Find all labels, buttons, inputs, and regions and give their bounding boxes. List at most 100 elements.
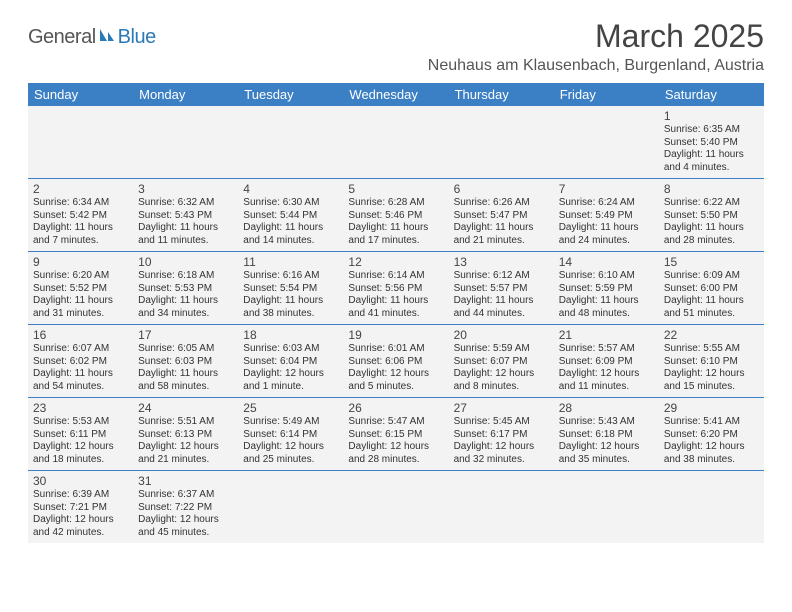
day-header: Tuesday	[238, 83, 343, 106]
calendar-day-cell: 31Sunrise: 6:37 AMSunset: 7:22 PMDayligh…	[133, 471, 238, 544]
sunset-text: Sunset: 6:10 PM	[664, 356, 759, 369]
sunset-text: Sunset: 6:15 PM	[348, 429, 443, 442]
sunset-text: Sunset: 6:02 PM	[33, 356, 128, 369]
calendar-day-cell	[659, 471, 764, 544]
sunrise-text: Sunrise: 5:47 AM	[348, 416, 443, 429]
daylight-text: and 15 minutes.	[664, 381, 759, 394]
daylight-text: and 58 minutes.	[138, 381, 233, 394]
calendar-day-cell: 6Sunrise: 6:26 AMSunset: 5:47 PMDaylight…	[449, 179, 554, 252]
day-number: 14	[559, 255, 654, 269]
daylight-text: and 7 minutes.	[33, 235, 128, 248]
calendar-day-cell: 29Sunrise: 5:41 AMSunset: 6:20 PMDayligh…	[659, 398, 764, 471]
day-number: 4	[243, 182, 338, 196]
daylight-text: Daylight: 12 hours	[454, 368, 549, 381]
sunrise-text: Sunrise: 6:18 AM	[138, 270, 233, 283]
daylight-text: Daylight: 11 hours	[33, 222, 128, 235]
day-number: 19	[348, 328, 443, 342]
daylight-text: Daylight: 12 hours	[348, 368, 443, 381]
daylight-text: and 1 minute.	[243, 381, 338, 394]
sunrise-text: Sunrise: 6:12 AM	[454, 270, 549, 283]
day-number: 27	[454, 401, 549, 415]
day-number: 17	[138, 328, 233, 342]
daylight-text: Daylight: 11 hours	[138, 368, 233, 381]
calendar-week-row: 2Sunrise: 6:34 AMSunset: 5:42 PMDaylight…	[28, 179, 764, 252]
daylight-text: and 31 minutes.	[33, 308, 128, 321]
calendar-body: 1Sunrise: 6:35 AMSunset: 5:40 PMDaylight…	[28, 106, 764, 543]
daylight-text: and 25 minutes.	[243, 454, 338, 467]
sunset-text: Sunset: 6:03 PM	[138, 356, 233, 369]
daylight-text: and 4 minutes.	[664, 162, 759, 175]
daylight-text: and 44 minutes.	[454, 308, 549, 321]
day-number: 21	[559, 328, 654, 342]
daylight-text: Daylight: 12 hours	[348, 441, 443, 454]
daylight-text: and 38 minutes.	[243, 308, 338, 321]
calendar-day-cell: 14Sunrise: 6:10 AMSunset: 5:59 PMDayligh…	[554, 252, 659, 325]
sunrise-text: Sunrise: 6:35 AM	[664, 124, 759, 137]
sunset-text: Sunset: 6:04 PM	[243, 356, 338, 369]
calendar-week-row: 23Sunrise: 5:53 AMSunset: 6:11 PMDayligh…	[28, 398, 764, 471]
daylight-text: Daylight: 12 hours	[243, 368, 338, 381]
sunset-text: Sunset: 5:59 PM	[559, 283, 654, 296]
sunset-text: Sunset: 5:40 PM	[664, 137, 759, 150]
sunset-text: Sunset: 5:43 PM	[138, 210, 233, 223]
day-number: 23	[33, 401, 128, 415]
sunrise-text: Sunrise: 6:03 AM	[243, 343, 338, 356]
daylight-text: Daylight: 12 hours	[138, 441, 233, 454]
calendar-day-cell: 21Sunrise: 5:57 AMSunset: 6:09 PMDayligh…	[554, 325, 659, 398]
daylight-text: Daylight: 11 hours	[559, 295, 654, 308]
daylight-text: Daylight: 11 hours	[454, 222, 549, 235]
sail-icon	[98, 26, 116, 48]
day-number: 2	[33, 182, 128, 196]
calendar-day-cell: 7Sunrise: 6:24 AMSunset: 5:49 PMDaylight…	[554, 179, 659, 252]
calendar-day-cell: 25Sunrise: 5:49 AMSunset: 6:14 PMDayligh…	[238, 398, 343, 471]
calendar-day-cell: 9Sunrise: 6:20 AMSunset: 5:52 PMDaylight…	[28, 252, 133, 325]
calendar-day-cell	[28, 106, 133, 179]
daylight-text: and 21 minutes.	[138, 454, 233, 467]
sunrise-text: Sunrise: 6:22 AM	[664, 197, 759, 210]
calendar-week-row: 1Sunrise: 6:35 AMSunset: 5:40 PMDaylight…	[28, 106, 764, 179]
sunrise-text: Sunrise: 5:41 AM	[664, 416, 759, 429]
calendar-day-cell	[133, 106, 238, 179]
calendar-day-cell: 1Sunrise: 6:35 AMSunset: 5:40 PMDaylight…	[659, 106, 764, 179]
calendar-week-row: 30Sunrise: 6:39 AMSunset: 7:21 PMDayligh…	[28, 471, 764, 544]
calendar-day-cell: 10Sunrise: 6:18 AMSunset: 5:53 PMDayligh…	[133, 252, 238, 325]
calendar-day-cell: 27Sunrise: 5:45 AMSunset: 6:17 PMDayligh…	[449, 398, 554, 471]
sunrise-text: Sunrise: 6:14 AM	[348, 270, 443, 283]
day-number: 12	[348, 255, 443, 269]
logo-part2: Blue	[118, 26, 156, 48]
sunrise-text: Sunrise: 6:05 AM	[138, 343, 233, 356]
calendar-day-cell: 24Sunrise: 5:51 AMSunset: 6:13 PMDayligh…	[133, 398, 238, 471]
calendar-week-row: 16Sunrise: 6:07 AMSunset: 6:02 PMDayligh…	[28, 325, 764, 398]
calendar-day-cell: 16Sunrise: 6:07 AMSunset: 6:02 PMDayligh…	[28, 325, 133, 398]
sunrise-text: Sunrise: 5:51 AM	[138, 416, 233, 429]
sunrise-text: Sunrise: 6:01 AM	[348, 343, 443, 356]
sunset-text: Sunset: 5:53 PM	[138, 283, 233, 296]
sunrise-text: Sunrise: 6:34 AM	[33, 197, 128, 210]
calendar-day-cell: 13Sunrise: 6:12 AMSunset: 5:57 PMDayligh…	[449, 252, 554, 325]
sunset-text: Sunset: 6:14 PM	[243, 429, 338, 442]
sunrise-text: Sunrise: 5:43 AM	[559, 416, 654, 429]
sunrise-text: Sunrise: 6:09 AM	[664, 270, 759, 283]
daylight-text: and 17 minutes.	[348, 235, 443, 248]
calendar-day-cell: 30Sunrise: 6:39 AMSunset: 7:21 PMDayligh…	[28, 471, 133, 544]
daylight-text: and 18 minutes.	[33, 454, 128, 467]
daylight-text: Daylight: 12 hours	[454, 441, 549, 454]
sunrise-text: Sunrise: 5:45 AM	[454, 416, 549, 429]
day-number: 10	[138, 255, 233, 269]
sunrise-text: Sunrise: 6:20 AM	[33, 270, 128, 283]
day-number: 22	[664, 328, 759, 342]
calendar-day-cell: 3Sunrise: 6:32 AMSunset: 5:43 PMDaylight…	[133, 179, 238, 252]
day-header: Thursday	[449, 83, 554, 106]
daylight-text: and 28 minutes.	[348, 454, 443, 467]
sunset-text: Sunset: 6:17 PM	[454, 429, 549, 442]
daylight-text: Daylight: 11 hours	[664, 149, 759, 162]
daylight-text: Daylight: 11 hours	[33, 295, 128, 308]
sunrise-text: Sunrise: 5:49 AM	[243, 416, 338, 429]
daylight-text: Daylight: 12 hours	[138, 514, 233, 527]
day-number: 3	[138, 182, 233, 196]
daylight-text: and 24 minutes.	[559, 235, 654, 248]
calendar-day-cell: 12Sunrise: 6:14 AMSunset: 5:56 PMDayligh…	[343, 252, 448, 325]
day-number: 1	[664, 109, 759, 123]
calendar-table: Sunday Monday Tuesday Wednesday Thursday…	[28, 83, 764, 543]
day-number: 24	[138, 401, 233, 415]
